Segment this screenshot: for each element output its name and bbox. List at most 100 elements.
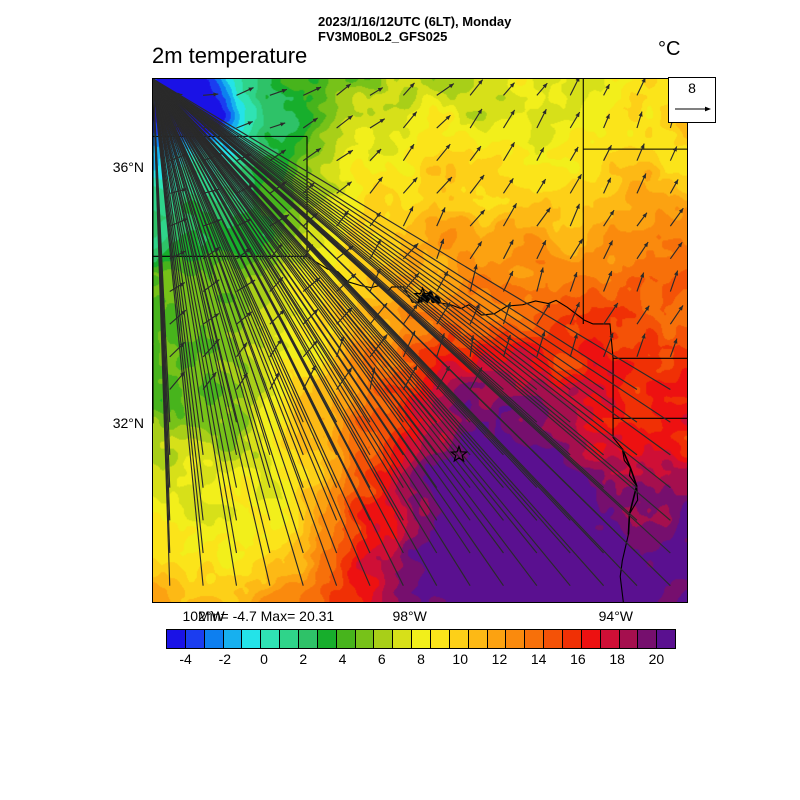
wind-arrowhead [413,243,419,249]
wind-arrowhead [641,79,646,83]
wind-arrowhead [247,121,253,126]
forecast-title: 2023/1/16/12UTC (6LT), Monday FV3M0B0L2_… [318,14,511,44]
colorbar-cell [487,630,507,648]
wind-vector [153,79,671,587]
colorbar-cell [261,630,281,648]
wind-vector [153,79,671,423]
wind-vector [153,79,471,456]
wind-arrowhead [313,309,319,314]
wind-arrowhead [345,83,351,89]
wind-vector [153,79,638,456]
wind-arrowhead [445,115,451,121]
colorbar-tick-12: 20 [648,651,665,667]
station-star-south [449,444,469,463]
wind-arrowhead [379,118,385,124]
colorbar-cell [185,630,205,648]
colorbar-tick-7: 10 [452,651,469,667]
colorbar-cell [431,630,450,648]
latitude-tick-1: 32°N [112,414,144,431]
wind-vector [153,79,271,554]
wind-vector [153,79,404,586]
wind-vector [153,79,504,489]
wind-vector [153,79,571,587]
wind-vector [153,79,604,391]
wind-arrowhead [280,149,286,155]
wind-vector-legend: 8 [668,77,716,123]
wind-arrowhead [640,143,645,149]
wind-arrowhead [412,365,418,371]
wind-vector [153,79,438,521]
wind-arrowhead [608,240,613,246]
wind-arrowhead [605,84,610,90]
wind-arrowhead [677,242,683,248]
wind-vector [153,79,638,423]
colorbar-cell [223,630,243,648]
wind-vector [153,79,471,554]
longitude-tick-0: 102°W [182,608,225,624]
wind-vector [153,79,271,521]
colorbar-cell [581,630,601,648]
wind-arrowhead [280,122,286,127]
wind-arrowhead [479,174,485,180]
colorbar-tick-0: -4 [179,651,192,667]
wind-arrowhead [445,144,451,150]
wind-arrowhead [477,241,482,247]
wind-vector [153,79,438,586]
wind-arrowhead [447,177,452,182]
colorbar-cell [317,630,337,648]
colorbar-cell [600,630,620,648]
wind-vector [153,79,671,391]
wind-vector [153,79,604,423]
map-plot-area[interactable] [152,78,688,603]
colorbar-cell [355,630,375,648]
colorbar-tick-4: 4 [338,651,347,667]
units-label: °C [658,38,681,60]
wind-arrowhead [409,82,415,88]
wind-arrowhead [605,113,610,120]
wind-vector [153,79,471,521]
colorbar-tick-5: 6 [377,651,386,667]
wind-arrowhead [673,179,679,185]
wind-vector [153,79,538,521]
forecast-title-line2: FV3M0B0L2_GFS025 [318,29,448,44]
wind-arrowhead [508,178,514,184]
wind-arrowhead [575,112,580,118]
wind-arrowhead [312,117,318,123]
wind-vector [153,79,371,554]
wind-arrowhead [574,146,579,153]
wind-arrowhead [473,264,478,270]
wind-arrowhead [409,206,414,212]
wind-vector [153,79,504,554]
wind-arrowhead [377,87,383,92]
wind-vector [153,79,238,554]
wind-vector [153,79,571,423]
wind-vector [153,79,204,586]
wind-arrowhead [248,87,254,92]
wind-arrowhead [640,272,645,278]
colorbar-cell [393,630,413,648]
wind-arrowhead [575,203,580,210]
colorbar-cell [167,630,186,648]
wind-arrowhead [575,302,580,308]
colorbar-cell [374,630,394,648]
wind-arrowhead [284,214,290,219]
wind-arrowhead [347,367,352,373]
wind-arrowhead [510,142,515,148]
colorbar-cell [299,630,318,648]
wind-arrowhead [445,302,451,308]
wind-vector [153,79,304,456]
wind-arrowhead [642,212,647,218]
wind-arrowhead [608,270,612,277]
wind-vector [153,79,604,456]
wind-arrowhead [541,240,546,246]
wind-vector [153,79,538,587]
colorbar-cell [506,630,526,648]
colorbar-tick-9: 14 [530,651,547,667]
wind-vector [153,79,471,489]
wind-arrowhead [578,238,583,244]
wind-vector [153,79,504,587]
colorbar[interactable] [166,629,676,649]
wind-vector [153,79,171,586]
wind-vector [153,79,571,390]
wind-arrowhead [478,79,483,85]
